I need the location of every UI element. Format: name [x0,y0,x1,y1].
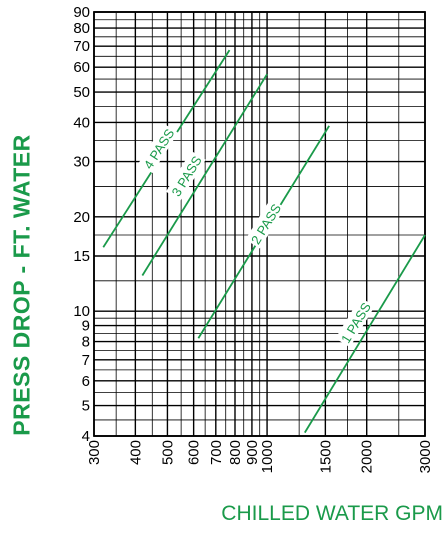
series-label-group-1-pass: 1 PASS [335,297,375,348]
y-tick-label: 20 [73,209,90,226]
series-label-group-3-pass: 3 PASS [165,150,206,201]
x-tick-label: 3000 [417,440,434,473]
y-tick-label: 7 [82,352,90,369]
series-label-1-pass: 1 PASS [338,300,374,346]
minor-grid [94,12,425,436]
y-tick-label: 30 [73,154,90,171]
y-tick-label: 50 [73,84,90,101]
x-tick-label: 1500 [317,440,334,473]
x-tick-label: 700 [208,440,225,465]
y-tick-label: 5 [82,398,90,415]
x-axis-label: CHILLED WATER GPM [221,502,443,525]
x-tick-label: 600 [186,440,203,465]
y-tick-label: 10 [73,303,90,320]
series-line-1-pass [304,234,426,434]
y-tick-label: 70 [73,38,90,55]
series-label-backdrop [245,198,286,249]
y-tick-label: 40 [73,114,90,131]
series-label-backdrop [165,150,206,201]
y-tick-label: 6 [82,373,90,390]
y-tick-label: 80 [73,20,90,37]
x-tick-label: 1000 [259,440,276,473]
x-tick-label: 500 [159,440,176,465]
series-label-backdrop [138,123,179,174]
series-label-group-4-pass: 4 PASS [138,123,179,174]
y-tick-label: 90 [73,4,90,21]
x-tick-label: 2000 [359,440,376,473]
series-label-2-pass: 2 PASS [248,201,284,247]
y-axis-label-container: PRESS DROP - FT. WATER [2,120,42,450]
y-tick-label: 15 [73,248,90,265]
plot-border [93,11,426,437]
x-tick-label: 300 [86,440,103,465]
y-tick-label: 9 [82,318,90,335]
plot-frame [93,11,426,437]
x-tick-label: 400 [127,440,144,465]
series-label-backdrop [335,297,375,348]
x-tick-label: 900 [244,440,261,465]
series-line-3-pass [141,73,268,276]
y-tick-label: 4 [82,428,90,445]
x-tick-label: 800 [227,440,244,465]
y-tick-label: 8 [82,334,90,351]
y-tick-label: 60 [73,59,90,76]
y-axis-label: PRESS DROP - FT. WATER [8,134,35,436]
